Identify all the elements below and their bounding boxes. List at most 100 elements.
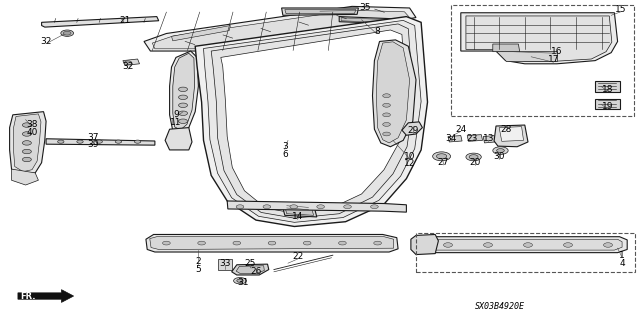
Text: 10: 10 [404, 152, 415, 161]
Polygon shape [173, 53, 195, 130]
Polygon shape [152, 10, 410, 49]
Circle shape [22, 141, 31, 145]
Circle shape [179, 95, 188, 100]
Text: 24: 24 [455, 125, 467, 134]
Polygon shape [165, 128, 192, 150]
Polygon shape [421, 239, 622, 250]
Text: 9: 9 [173, 110, 179, 119]
Circle shape [497, 149, 504, 152]
Text: 40: 40 [26, 128, 38, 137]
Circle shape [61, 30, 74, 36]
Circle shape [77, 140, 83, 143]
Circle shape [383, 103, 390, 107]
Text: 16: 16 [551, 47, 563, 56]
Circle shape [268, 241, 276, 245]
Text: FR.: FR. [20, 292, 36, 300]
Text: 25: 25 [244, 259, 255, 268]
Polygon shape [211, 24, 413, 218]
Circle shape [383, 132, 390, 136]
Text: 19: 19 [602, 102, 614, 111]
Circle shape [58, 140, 64, 143]
Polygon shape [195, 17, 428, 226]
Circle shape [433, 152, 451, 161]
Polygon shape [144, 6, 416, 51]
Text: 1: 1 [620, 251, 625, 260]
Polygon shape [204, 20, 421, 222]
Text: 32: 32 [122, 63, 134, 71]
Polygon shape [42, 17, 159, 27]
Polygon shape [448, 136, 462, 142]
Circle shape [63, 31, 71, 35]
Circle shape [233, 241, 241, 245]
Polygon shape [595, 99, 620, 109]
Text: 2: 2 [196, 257, 201, 266]
Text: 32: 32 [40, 37, 52, 46]
Polygon shape [483, 136, 495, 143]
Circle shape [444, 243, 452, 247]
Text: 28: 28 [500, 125, 511, 134]
Text: 29: 29 [407, 126, 419, 135]
Text: 27: 27 [438, 158, 449, 167]
Circle shape [383, 122, 390, 126]
Polygon shape [12, 169, 38, 185]
Text: 18: 18 [602, 85, 614, 94]
Text: 22: 22 [292, 252, 303, 261]
Text: 12: 12 [404, 159, 415, 168]
Text: 15: 15 [615, 5, 627, 14]
Polygon shape [284, 204, 314, 215]
Polygon shape [232, 264, 269, 275]
Text: 14: 14 [292, 212, 303, 221]
Circle shape [484, 243, 493, 247]
Circle shape [317, 205, 324, 209]
Text: 11: 11 [170, 118, 182, 127]
Circle shape [466, 153, 481, 161]
Circle shape [179, 111, 188, 115]
Circle shape [237, 279, 243, 282]
Circle shape [115, 140, 122, 143]
Circle shape [383, 94, 390, 98]
Polygon shape [10, 112, 46, 175]
Text: 23: 23 [467, 134, 478, 143]
Polygon shape [467, 135, 483, 141]
Circle shape [234, 278, 246, 284]
Text: 38: 38 [26, 120, 38, 129]
Circle shape [22, 157, 31, 162]
Polygon shape [236, 266, 264, 273]
Circle shape [564, 243, 573, 247]
Circle shape [198, 241, 205, 245]
Polygon shape [150, 237, 394, 249]
Text: 26: 26 [250, 267, 262, 276]
Polygon shape [18, 290, 74, 302]
Text: 33: 33 [220, 259, 231, 268]
Polygon shape [496, 51, 557, 61]
Text: 3: 3 [282, 142, 287, 151]
Polygon shape [595, 81, 620, 92]
Circle shape [469, 155, 478, 159]
Circle shape [179, 103, 188, 108]
Circle shape [303, 241, 311, 245]
Text: 37: 37 [87, 133, 99, 142]
Text: 5: 5 [196, 265, 201, 274]
Polygon shape [494, 125, 528, 147]
Polygon shape [416, 237, 627, 253]
Circle shape [22, 149, 31, 154]
Polygon shape [221, 30, 406, 213]
Circle shape [371, 205, 378, 209]
Text: 39: 39 [87, 140, 99, 149]
Circle shape [134, 140, 141, 143]
Text: 21: 21 [119, 16, 131, 25]
Polygon shape [285, 10, 356, 14]
Polygon shape [13, 114, 41, 172]
Text: 30: 30 [493, 152, 505, 161]
Circle shape [179, 87, 188, 92]
Polygon shape [227, 201, 406, 212]
Circle shape [22, 123, 31, 127]
Circle shape [290, 205, 298, 209]
Text: 4: 4 [620, 259, 625, 268]
Polygon shape [493, 44, 520, 52]
Text: 35: 35 [359, 4, 371, 12]
Polygon shape [146, 234, 398, 252]
Polygon shape [282, 8, 358, 15]
Text: 6: 6 [282, 150, 287, 159]
Circle shape [22, 132, 31, 136]
